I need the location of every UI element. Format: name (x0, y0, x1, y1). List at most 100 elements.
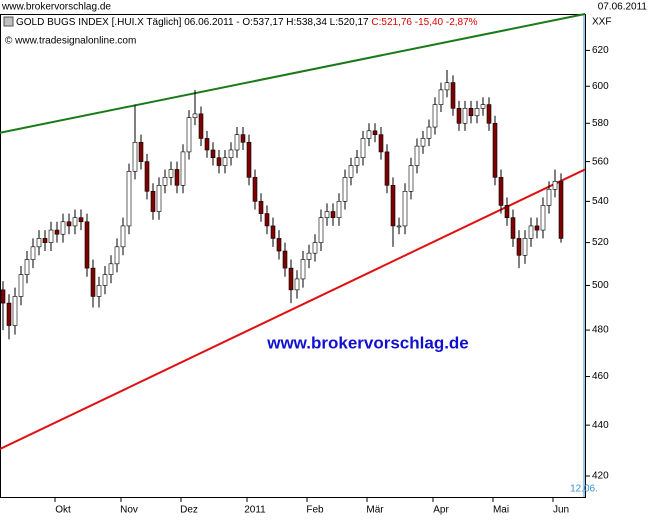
candle-body (318, 217, 324, 243)
candle-body (240, 134, 246, 143)
candle-body (372, 130, 378, 135)
candle-body (474, 108, 480, 117)
candle-body (42, 238, 48, 243)
candle-body (498, 177, 504, 206)
candle-body (402, 190, 408, 227)
candle-body (438, 89, 444, 105)
candle-body (534, 225, 540, 231)
y-tick-label: 620 (592, 45, 609, 56)
candle-body (522, 238, 528, 256)
trendline (0, 13, 586, 134)
candle-body (360, 138, 366, 159)
candle-body (36, 238, 42, 248)
candle-body (486, 104, 492, 124)
candle-body (270, 225, 276, 239)
candle-body (48, 229, 54, 243)
candle-body (192, 113, 198, 118)
candle-body (96, 285, 102, 297)
candle-body (180, 151, 186, 186)
series-icon (3, 16, 14, 27)
candle-body (282, 250, 288, 269)
x-tick-label: 2011 (244, 505, 266, 516)
candle-body (294, 278, 300, 291)
y-tick-label: 540 (592, 196, 609, 207)
candle-body (348, 165, 354, 178)
candle-body (390, 184, 396, 227)
marker-label: 12.06. (570, 484, 598, 495)
date: 07.06.2011 (598, 2, 648, 13)
candle-body (354, 157, 360, 166)
candle-body (276, 238, 282, 252)
candle-body (144, 161, 150, 192)
y-tick-label: 580 (592, 118, 609, 129)
candle-body (72, 217, 78, 227)
candle-body (330, 211, 336, 218)
candle-body (504, 205, 510, 218)
candle-body (0, 289, 6, 304)
title-text: GOLD BUGS INDEX [.HUI.X Täglich] 06.06.2… (16, 17, 369, 28)
candle-body (66, 221, 72, 227)
candle-body (210, 149, 216, 159)
candle-body (228, 149, 234, 159)
candle-body (120, 225, 126, 248)
currency: XXF (592, 17, 611, 28)
candle-body (432, 104, 438, 128)
candle-body (480, 104, 486, 109)
y-tick-label: 460 (592, 371, 609, 382)
plot-frame (0, 14, 586, 498)
candle-body (540, 205, 546, 231)
y-tick-label: 520 (592, 237, 609, 248)
candle-body (396, 225, 402, 228)
x-tick-label: Nov (120, 505, 138, 516)
candle-body (468, 108, 474, 117)
candle-body (510, 217, 516, 239)
candle-body (162, 177, 168, 186)
candle-body (264, 213, 270, 227)
candle-body (300, 259, 306, 280)
y-tick-label: 420 (592, 471, 609, 482)
candle-body (306, 252, 312, 260)
candle-body (546, 188, 552, 206)
candle-body (462, 108, 468, 124)
candle-body (492, 122, 498, 178)
candle-body (366, 130, 372, 139)
candle-body (156, 184, 162, 212)
candle-body (246, 141, 252, 178)
candle-body (552, 181, 558, 190)
candle-body (12, 296, 18, 326)
site: www.brokervorschlag.de (1, 2, 111, 13)
candle-body (174, 169, 180, 186)
y-tick-label: 480 (592, 325, 609, 336)
x-tick-label: Dez (180, 505, 198, 516)
candle-body (60, 221, 66, 235)
trendline (0, 168, 586, 450)
y-tick-label: 600 (592, 81, 609, 92)
candle-body (222, 157, 228, 166)
candle-body (456, 108, 462, 124)
candle-body (384, 151, 390, 186)
candle-body (198, 113, 204, 139)
candle-body (84, 221, 90, 269)
candle-body (408, 165, 414, 192)
x-tick-label: Okt (55, 505, 71, 516)
candle-body (6, 302, 12, 326)
candle-body (90, 267, 96, 297)
candle-body (30, 246, 36, 260)
x-tick-label: Mär (366, 505, 384, 516)
candle-body (114, 246, 120, 265)
y-tick-label: 500 (592, 280, 609, 291)
candle-body (312, 242, 318, 254)
candle-body (18, 274, 24, 297)
candle-body (252, 177, 258, 202)
candle-body (204, 138, 210, 151)
chart-title: GOLD BUGS INDEX [.HUI.X Täglich] 06.06.2… (16, 17, 478, 28)
candle-body (24, 259, 30, 275)
candle-body (126, 171, 132, 227)
candle-body (342, 177, 348, 202)
candle-body (426, 126, 432, 139)
watermark: www.brokervorschlag.de (266, 333, 469, 352)
candle-body (186, 117, 192, 153)
x-tick-label: Apr (433, 505, 449, 516)
